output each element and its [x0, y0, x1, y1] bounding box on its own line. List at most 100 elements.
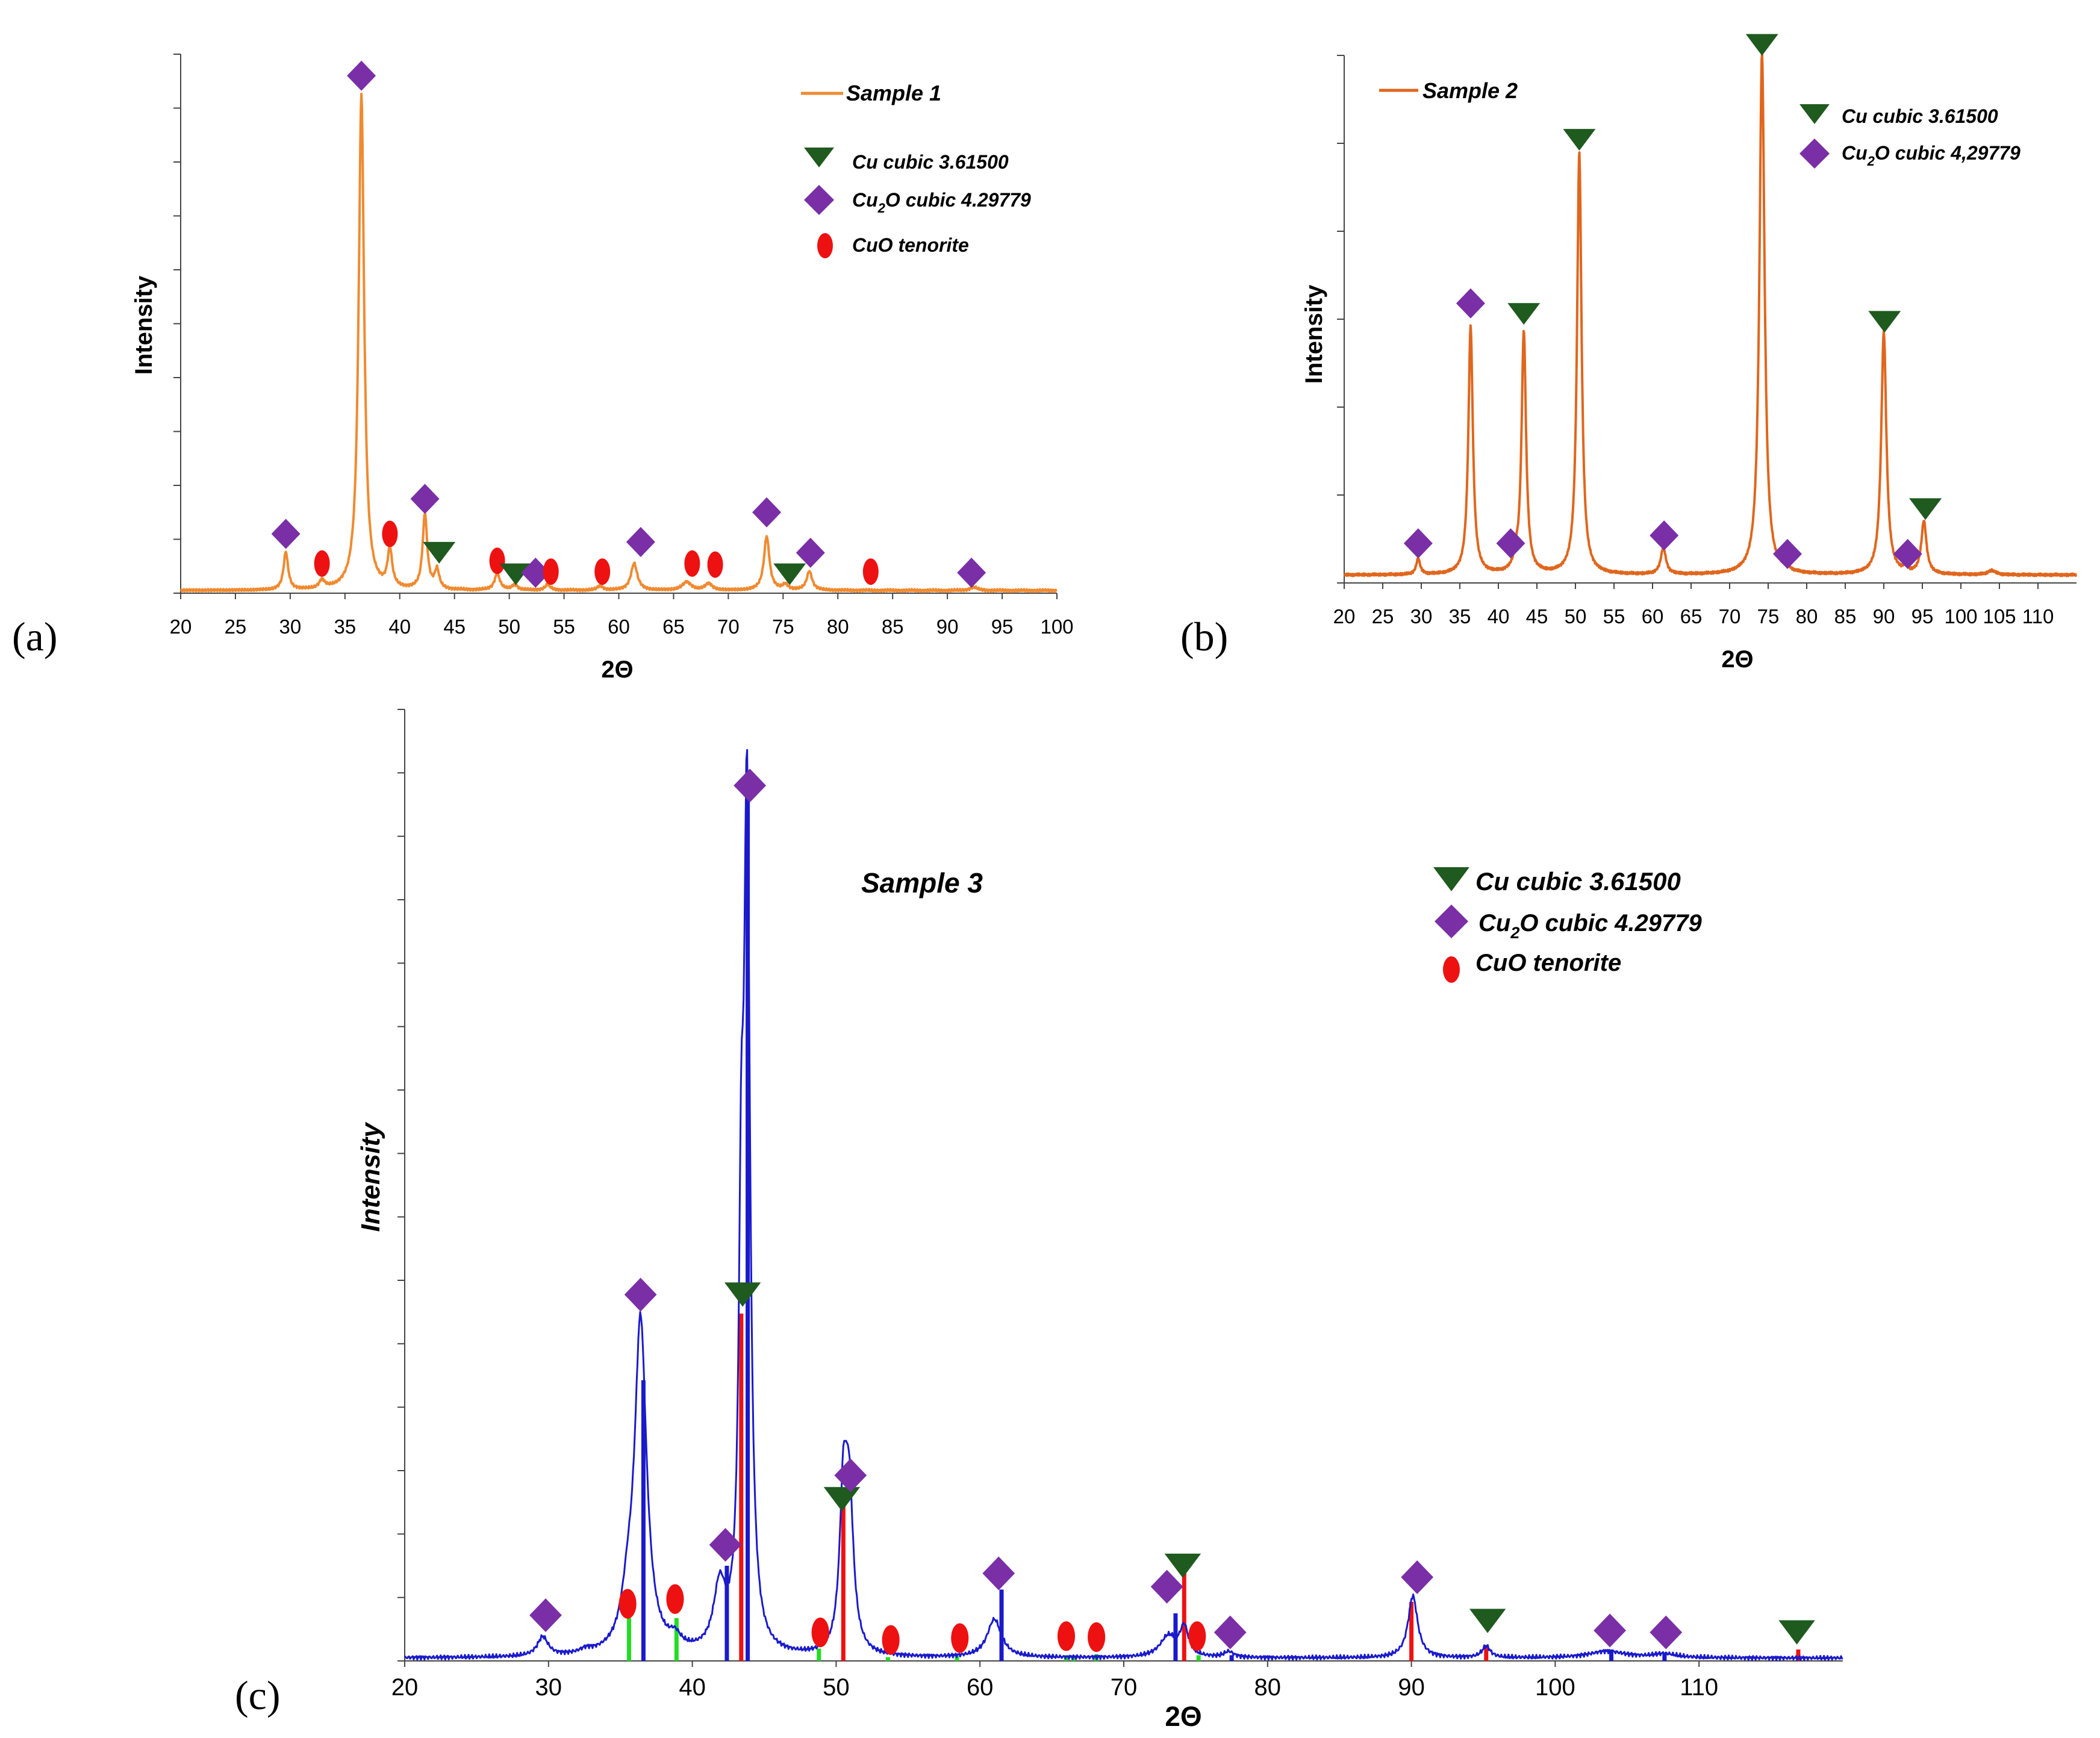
- x-tick-label: 95: [991, 615, 1014, 638]
- legend-b-cu-marker: [1799, 104, 1830, 124]
- x-tick-label: 110: [2022, 605, 2054, 628]
- panel-b-plot: 20 25 30 35 40 45 50 55 60 65 70 75 80 85 90 95 100 105 11…: [1333, 34, 2078, 628]
- x-tick-label: 60: [1642, 605, 1664, 628]
- x-tick-label: 75: [772, 615, 794, 638]
- x-tick-label: 70: [1719, 605, 1741, 628]
- cuo-peak-marker: [1057, 1621, 1076, 1651]
- cu2o-peak-marker: [624, 1277, 657, 1312]
- x-tick-label: 70: [717, 615, 740, 638]
- cu-peak-marker: [1164, 1553, 1201, 1578]
- x-tick-label: 105: [1983, 605, 2016, 628]
- x-tick-label: 50: [498, 615, 520, 638]
- x-tick-label: 40: [388, 615, 411, 638]
- legend-c-cu-label: Cu cubic 3.61500: [1475, 867, 1681, 895]
- cu-peak-marker: [724, 1282, 761, 1307]
- legend-c-cuo-label: CuO tenorite: [1475, 950, 1621, 976]
- x-tick-label: 45: [1526, 605, 1548, 628]
- cuo-peak-marker: [862, 558, 879, 585]
- cu2o-peak-marker: [1214, 1615, 1247, 1649]
- cu-peak-marker: [1868, 311, 1901, 333]
- panel-c-plot: 20 30 40 50 60 70 80 90 100 110: [391, 709, 1843, 1701]
- legend-a-cu-marker: [804, 148, 834, 167]
- cu2o-peak-marker: [709, 1528, 742, 1562]
- panel-c-label: (c): [235, 1672, 280, 1718]
- cuo-peak-marker: [314, 550, 330, 577]
- cu2o-peak-marker: [1456, 288, 1485, 319]
- pattern-line-c: [404, 749, 1843, 1662]
- panel-b-legend: Sample 2 Cu cubic 3.61500 Cu2O cubic 4,2…: [1379, 78, 2021, 169]
- cuo-peak-marker: [811, 1617, 829, 1648]
- cu-peak-marker: [773, 563, 806, 585]
- cuo-peak-marker: [707, 551, 723, 578]
- x-tick-label: 55: [553, 615, 575, 638]
- legend-a-line-label: Sample 1: [846, 81, 941, 105]
- x-tick-label: 35: [334, 615, 356, 638]
- cu-peak-marker: [1563, 129, 1596, 151]
- legend-b-line-label: Sample 2: [1422, 78, 1518, 103]
- panel-b: 20 25 30 35 40 45 50 55 60 65 70 75 80 85 90 95 100 105 11…: [1180, 34, 2078, 673]
- panel-a-xlabel: 2Θ: [601, 656, 633, 683]
- cu2o-peak-marker: [834, 1458, 867, 1492]
- x-tick-label: 85: [1834, 605, 1857, 628]
- x-tick-label: 50: [1565, 605, 1587, 628]
- x-tick-label: 100: [1944, 605, 1977, 628]
- cu2o-peak-marker: [1496, 528, 1525, 559]
- panel-b-xlabel: 2Θ: [1721, 646, 1753, 673]
- panel-a: 20 25 30 35 40 45 50 55 60 65 70 75 80 85 90 95 100 (a) …: [12, 54, 1074, 683]
- cu2o-peak-marker: [1403, 528, 1433, 559]
- x-tick-label: 65: [1680, 605, 1703, 628]
- cu2o-peak-marker: [752, 497, 782, 528]
- cu-peak-marker: [1909, 498, 1942, 520]
- cu2o-peak-marker: [271, 519, 301, 549]
- cu-peak-marker: [823, 1487, 861, 1512]
- panel-c-legend: Cu cubic 3.61500 Cu2O cubic 4.29779 CuO …: [1433, 867, 1703, 983]
- x-tick-label: 45: [443, 615, 466, 638]
- cu2o-peak-marker: [1773, 538, 1802, 569]
- cu2o-peak-marker: [1150, 1569, 1183, 1604]
- panel-b-ylabel: Intensity: [1301, 284, 1327, 384]
- x-tick-label: 70: [1111, 1674, 1138, 1701]
- cu-peak-marker: [499, 563, 532, 585]
- panel-c-title: Sample 3: [861, 867, 983, 899]
- legend-a-cu2o-marker: [804, 185, 834, 215]
- panel-a-plot: 20 25 30 35 40 45 50 55 60 65 70 75 80 85 90 95 100: [170, 54, 1074, 638]
- pattern-line-a: [179, 92, 1058, 593]
- x-tick-label: 40: [679, 1674, 706, 1701]
- cu2o-peak-marker: [957, 557, 986, 588]
- legend-a-cu-label: Cu cubic 3.61500: [852, 151, 1009, 173]
- legend-b-cu2o-label: Cu2O cubic 4,29779: [1842, 142, 2021, 169]
- cu2o-peak-marker: [410, 484, 440, 514]
- x-tick-label: 60: [608, 615, 630, 638]
- cu2o-peak-marker: [1401, 1560, 1434, 1594]
- x-tick-label: 20: [1333, 605, 1356, 628]
- x-tick-label: 90: [1398, 1674, 1425, 1701]
- x-tick-label: 95: [1911, 605, 1934, 628]
- cu2o-peak-marker: [796, 537, 825, 568]
- x-tick-label: 80: [827, 615, 849, 638]
- legend-c-cu2o-marker: [1435, 905, 1468, 938]
- legend-b-cu2o-marker: [1799, 139, 1830, 169]
- x-tick-label: 50: [823, 1674, 850, 1701]
- cu2o-peak-marker: [1650, 1615, 1683, 1649]
- x-tick-label: 110: [1680, 1674, 1718, 1701]
- cuo-peak-marker: [382, 520, 398, 547]
- legend-b-cu-label: Cu cubic 3.61500: [1842, 105, 1998, 127]
- x-tick-label: 25: [225, 615, 247, 638]
- x-tick-label: 65: [662, 615, 685, 638]
- cu-peak-marker: [1507, 303, 1541, 325]
- cu2o-peak-marker: [529, 1598, 562, 1633]
- x-tick-label: 35: [1449, 605, 1471, 628]
- panel-a-legend: Sample 1 Cu cubic 3.61500 Cu2O cubic 4.2…: [801, 81, 1031, 258]
- cuo-peak-marker: [882, 1625, 900, 1655]
- legend-c-cu-marker: [1433, 867, 1469, 891]
- cuo-peak-marker: [489, 547, 505, 575]
- legend-c-cuo-marker: [1443, 956, 1460, 983]
- cuo-peak-marker: [1188, 1621, 1206, 1651]
- x-tick-label: 75: [1757, 605, 1780, 628]
- legend-a-cuo-marker: [817, 233, 833, 258]
- cu-peak-marker: [1745, 34, 1778, 56]
- panel-c: 20 30 40 50 60 70 80 90 100 110 (c) 2Θ Intensity …: [235, 709, 1843, 1732]
- cu2o-peak-marker: [982, 1556, 1015, 1590]
- panel-b-label: (b): [1180, 614, 1228, 659]
- cuo-peak-marker: [684, 550, 700, 577]
